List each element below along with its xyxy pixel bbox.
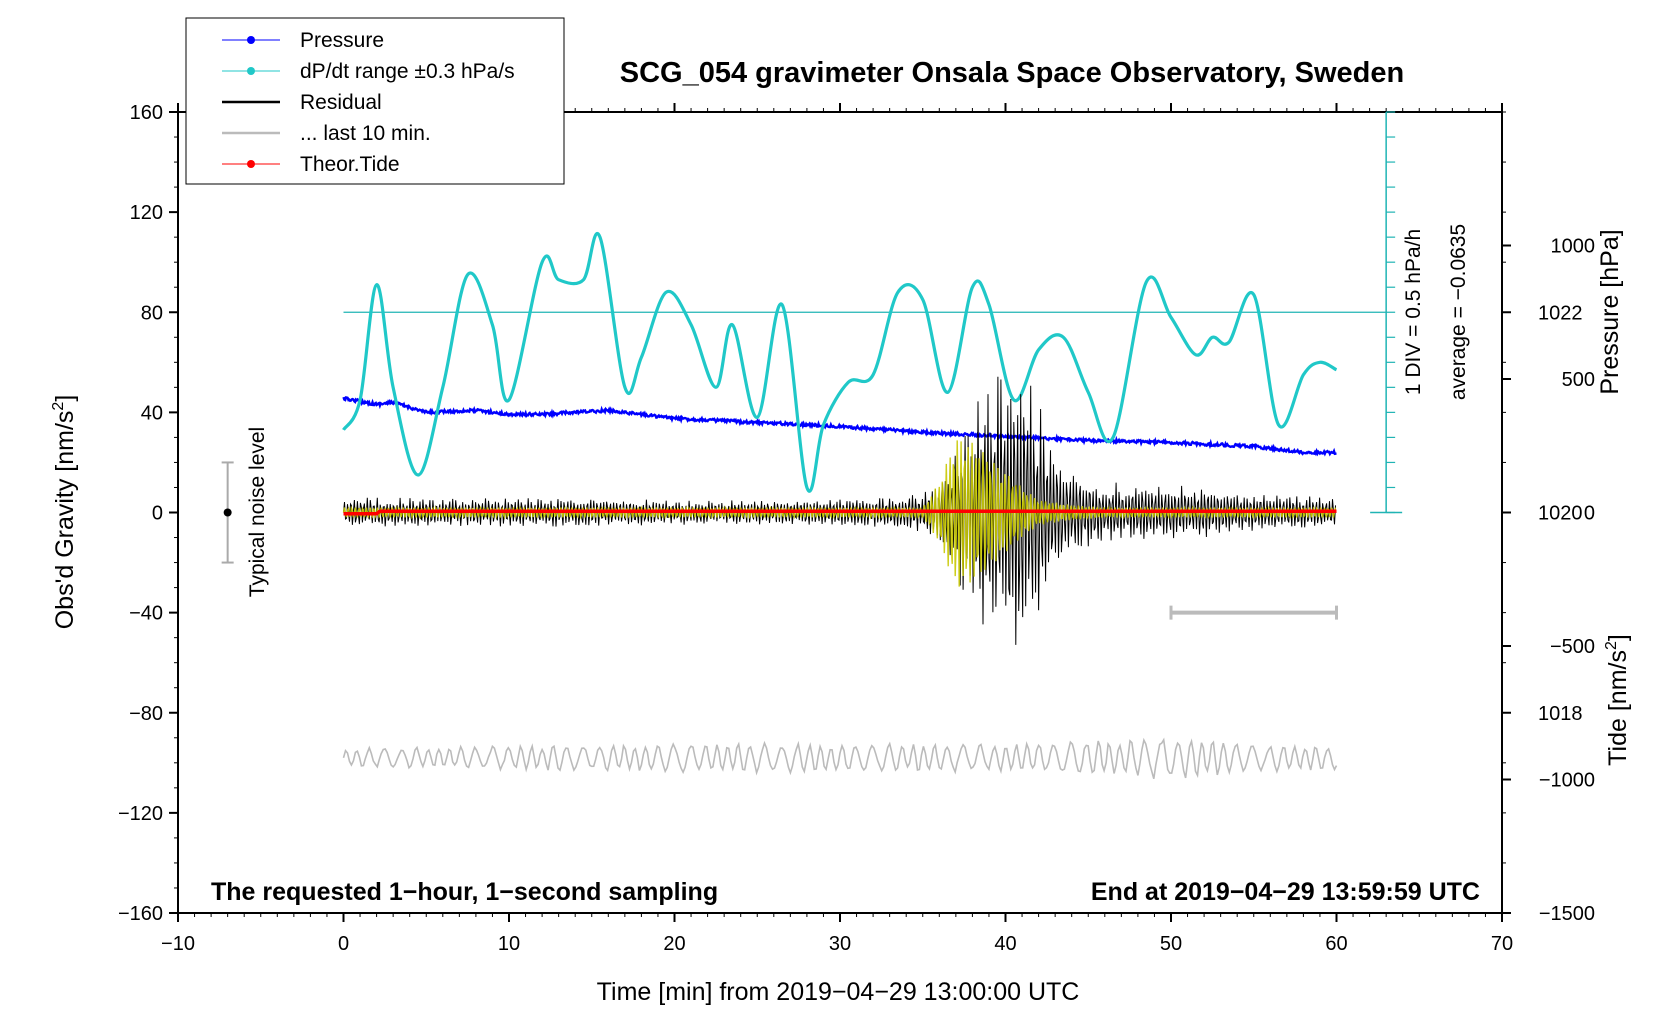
x-axis-title: Time [min] from 2019−04−29 13:00:00 UTC <box>597 978 1080 1006</box>
left-axis-title: Obs'd Gravity [nm/s2] <box>50 395 79 630</box>
legend-label: Theor.Tide <box>300 153 400 176</box>
tide-series <box>343 509 1337 516</box>
left-axis-title-sup: 2 <box>50 402 67 411</box>
x-tick-label: 0 <box>338 933 349 955</box>
chart-title: SCG_054 gravimeter Onsala Space Observat… <box>620 57 1404 89</box>
left-tick-label: 120 <box>130 202 163 224</box>
tide-tick-label: −1500 <box>1539 903 1595 925</box>
x-tick-label: 40 <box>994 933 1016 955</box>
left-tick-label: −160 <box>118 903 163 925</box>
residual-last10-series <box>342 737 1338 780</box>
pressure-tick-label: 1020 <box>1538 503 1583 525</box>
noise-level-label: Typical noise level <box>246 427 269 597</box>
left-tick-label: 160 <box>130 102 163 124</box>
tide-tick-label: 0 <box>1584 503 1595 525</box>
x-tick-label: 70 <box>1491 933 1513 955</box>
legend-label: Residual <box>300 91 382 114</box>
tide-tick-label: −1000 <box>1539 770 1595 792</box>
tide-tick-label: −500 <box>1550 636 1595 658</box>
legend-label: dP/dt range ±0.3 hPa/s <box>300 60 515 83</box>
left-tick-label: 80 <box>141 302 163 324</box>
left-tick-label: −40 <box>129 603 163 625</box>
pressure-axis-title: Pressure [hPa] <box>1596 229 1624 394</box>
x-tick-label: 50 <box>1160 933 1182 955</box>
end-time-note: End at 2019−04−29 13:59:59 UTC <box>1091 878 1480 906</box>
legend-label: ... last 10 min. <box>300 122 431 145</box>
series-layer <box>221 232 1338 780</box>
sampling-note: The requested 1−hour, 1−second sampling <box>211 878 718 906</box>
left-axis-title-prefix: Obs'd Gravity [nm/s <box>51 411 79 630</box>
legend-marker <box>247 36 255 44</box>
pressure-tick-label: 1018 <box>1538 703 1583 725</box>
tide-axis-title-prefix: Tide [nm/s <box>1604 650 1632 766</box>
tide-axis-title-sup: 2 <box>1603 641 1620 650</box>
tide-tick-label: 1000 <box>1551 236 1596 258</box>
legend-label: Pressure <box>300 29 384 52</box>
legend-marker <box>247 160 255 168</box>
tide-axis-title-suffix: ] <box>1604 634 1632 641</box>
dpdt-scale-label: 1 DIV = 0.5 hPa/h <box>1402 229 1425 395</box>
left-tick-label: −80 <box>129 703 163 725</box>
pressure-series <box>342 396 1337 457</box>
left-tick-label: 40 <box>141 402 163 424</box>
x-tick-label: −10 <box>161 933 195 955</box>
x-tick-label: 60 <box>1325 933 1347 955</box>
pressure-tick-label: 1022 <box>1538 302 1583 324</box>
noise-center-dot <box>223 508 232 517</box>
legend-marker <box>247 67 255 75</box>
left-tick-label: 0 <box>152 503 163 525</box>
average-label: average = −0.0635 <box>1447 224 1470 400</box>
x-tick-label: 10 <box>498 933 520 955</box>
dpdt-series <box>342 232 1338 493</box>
left-axis-title-suffix: ] <box>51 395 79 402</box>
x-tick-label: 20 <box>663 933 685 955</box>
legend: Pressure dP/dt range ±0.3 hPa/s Residual..… <box>185 17 565 185</box>
axes-layer: −10 0 10 20 30 40 50 60 7016012080400−40−80−120−… <box>118 102 1595 955</box>
tide-tick-label: 500 <box>1562 369 1595 391</box>
tide-axis-title: Tide [nm/s2] <box>1603 634 1632 766</box>
x-tick-label: 30 <box>829 933 851 955</box>
left-tick-label: −120 <box>118 803 163 825</box>
